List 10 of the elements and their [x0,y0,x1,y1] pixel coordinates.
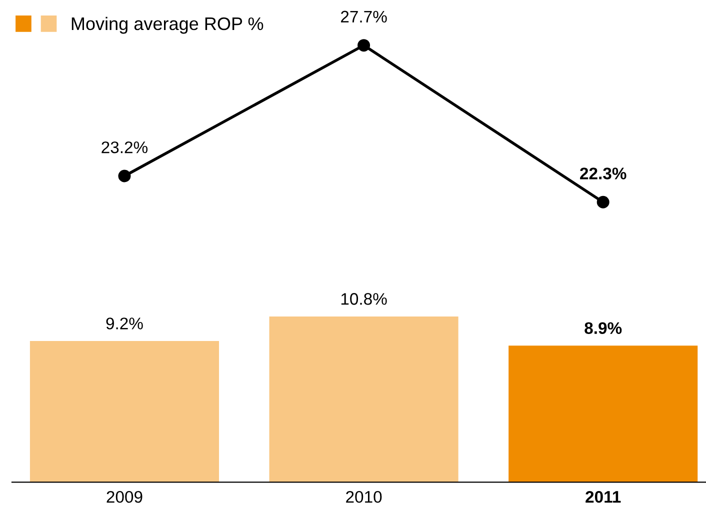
data-label: 22.3% [580,168,626,180]
x-tick-label: 2009 [106,490,142,503]
data-label: 9.2% [106,318,143,330]
x-tick-label: 2010 [346,490,382,503]
data-label: 27.7% [341,10,387,23]
legend-label: Moving average ROP % [72,16,264,34]
x-tick-label: 2011 [586,490,621,503]
data-label: 8.9% [584,322,622,334]
data-label: 23.2% [102,141,148,154]
data-label: 10.8% [341,293,387,305]
